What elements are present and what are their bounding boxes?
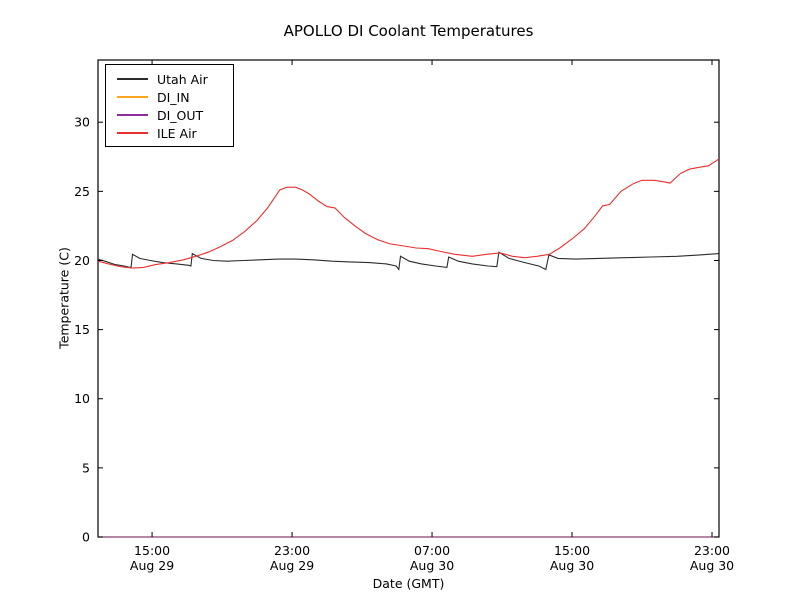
y-tick-label: 30 (74, 115, 90, 130)
x-tick-label: 23:00 (274, 543, 310, 558)
x-tick-sublabel: Aug 29 (270, 558, 314, 573)
utah-air-line-swatch (117, 78, 148, 80)
x-axis-label: Date (GMT) (372, 576, 445, 591)
di-in-line-swatch (117, 96, 148, 98)
x-tick-label: 07:00 (414, 543, 450, 558)
legend-label: DI_IN (157, 89, 190, 105)
y-tick-label: 15 (74, 322, 90, 337)
legend-item-di-out: DI_OUT (106, 106, 233, 124)
legend-item-utah-air: Utah Air (106, 70, 233, 88)
ile-air-line-swatch (117, 132, 148, 134)
x-tick-label: 15:00 (134, 543, 170, 558)
legend-item-ile-air: ILE Air (106, 124, 233, 142)
legend-label: ILE Air (157, 125, 197, 141)
y-tick-label: 20 (74, 253, 90, 268)
x-tick-sublabel: Aug 30 (690, 558, 734, 573)
x-tick-sublabel: Aug 29 (130, 558, 174, 573)
y-tick-label: 10 (74, 391, 90, 406)
y-tick-label: 5 (82, 460, 90, 475)
x-tick-label: 23:00 (694, 543, 730, 558)
legend: Utah Air DI_IN DI_OUT ILE Air (105, 64, 234, 147)
ile-air-line (97, 158, 720, 269)
x-tick-label: 15:00 (554, 543, 590, 558)
legend-label: Utah Air (157, 71, 208, 87)
di-out-line-swatch (117, 114, 148, 116)
legend-item-di-in: DI_IN (106, 88, 233, 106)
x-tick-sublabel: Aug 30 (550, 558, 594, 573)
x-tick-sublabel: Aug 30 (410, 558, 454, 573)
y-tick-label: 0 (82, 530, 90, 545)
y-tick-label: 25 (74, 184, 90, 199)
chart-title: APOLLO DI Coolant Temperatures (283, 22, 534, 40)
utah-air-line (97, 251, 720, 271)
legend-label: DI_OUT (157, 107, 204, 123)
